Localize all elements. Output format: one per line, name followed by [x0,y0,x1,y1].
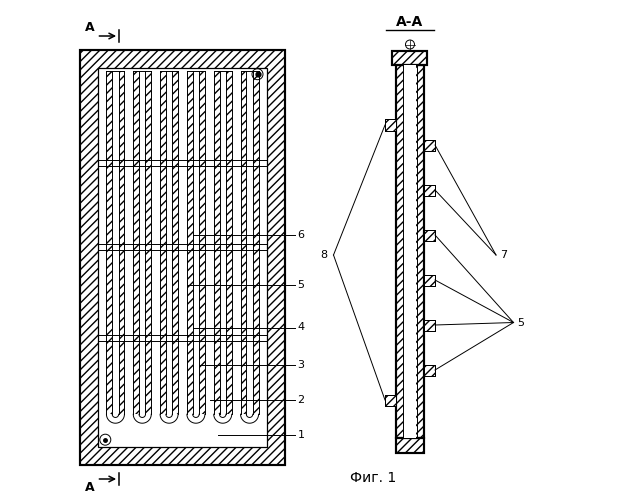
Bar [385,120,396,130]
Text: 7: 7 [500,250,507,260]
Bar [166,71,173,414]
Text: 8: 8 [321,250,328,260]
Bar [424,320,435,330]
Text: 5: 5 [297,280,304,290]
Bar [396,65,424,438]
Text: А: А [85,21,94,34]
Bar [214,71,232,414]
Bar [112,71,118,414]
Bar [424,230,435,240]
Bar [424,320,435,330]
Text: 5: 5 [517,318,525,328]
Bar [424,140,435,150]
Bar [424,230,435,240]
Text: 1: 1 [297,430,304,440]
Bar [424,140,435,150]
Bar [187,71,205,414]
Text: А-А: А-А [396,15,423,29]
Bar [424,274,435,285]
Bar [80,50,285,465]
Bar [424,364,435,376]
Bar [241,71,258,414]
Bar [134,71,151,414]
Bar [424,184,435,196]
Bar [396,438,424,452]
Bar [246,71,253,414]
Bar [106,71,125,414]
Bar [160,71,178,414]
Bar [80,50,285,465]
Bar [98,68,267,448]
Bar [392,51,428,65]
Bar [385,394,396,406]
Text: 3: 3 [297,360,304,370]
Bar [424,274,435,285]
Text: 2: 2 [297,395,305,405]
Bar [392,51,428,65]
Text: 6: 6 [297,230,304,240]
Bar [396,65,424,438]
Text: А: А [85,481,94,494]
Bar [139,71,146,414]
Bar [219,71,226,414]
Bar [385,394,396,406]
Bar [396,438,424,452]
Text: 4: 4 [297,322,305,332]
Bar [424,364,435,376]
Bar [385,120,396,130]
Bar [193,71,199,414]
Bar [403,65,416,438]
Text: Фиг. 1: Фиг. 1 [350,471,396,485]
Bar [424,184,435,196]
